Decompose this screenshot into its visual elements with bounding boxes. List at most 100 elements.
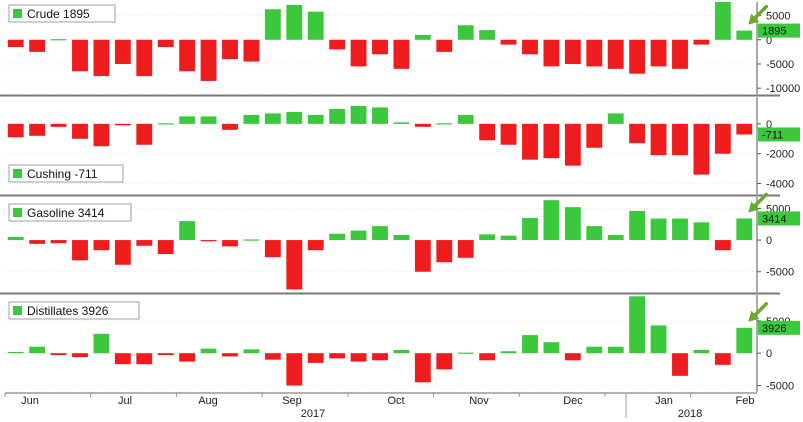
bar <box>179 221 196 241</box>
last-value-box <box>758 320 800 335</box>
bar <box>564 207 581 241</box>
bar <box>672 39 688 69</box>
legend-swatch <box>13 306 22 315</box>
y-tick-label: -5000 <box>766 267 794 279</box>
x-month-label: Feb <box>736 395 755 407</box>
bar <box>222 240 238 247</box>
x-month-label: Jul <box>118 395 132 407</box>
bar <box>607 235 624 241</box>
bar <box>7 236 24 241</box>
bar <box>522 335 538 354</box>
bar <box>243 39 260 62</box>
bar <box>586 226 603 241</box>
bar <box>72 39 88 72</box>
y-tick-label: 0 <box>766 119 772 131</box>
last-value-label: 3414 <box>762 213 786 225</box>
bar <box>586 123 603 148</box>
x-month-label: Sep <box>282 395 302 407</box>
bar <box>522 39 538 55</box>
bar <box>629 296 646 354</box>
bar <box>157 123 174 125</box>
bar <box>286 4 303 40</box>
y-tick-label: -2000 <box>766 149 794 161</box>
bar <box>650 218 667 241</box>
bar <box>586 39 603 67</box>
bar <box>329 233 346 241</box>
bar <box>157 240 174 254</box>
bar <box>222 123 238 130</box>
bar <box>736 218 753 241</box>
x-month-label: Oct <box>387 395 404 407</box>
legend-label: Cushing -711 <box>27 167 98 181</box>
bar <box>200 116 217 124</box>
bar <box>350 105 367 124</box>
panel-2: 0 -2000 -4000 -711 Cushing -711 <box>0 97 800 197</box>
x-month-label: Nov <box>469 395 489 407</box>
bar <box>607 39 624 69</box>
y-tick-label: -5000 <box>766 59 794 71</box>
pointer-arrowhead <box>748 201 760 213</box>
bar <box>672 353 688 376</box>
bar <box>672 123 688 156</box>
bar <box>93 123 110 147</box>
bar <box>286 240 303 290</box>
bar <box>264 240 281 258</box>
bar <box>457 114 474 124</box>
legend-label: Crude 1895 <box>27 7 90 21</box>
bar <box>372 107 388 124</box>
bar <box>50 240 67 244</box>
bar <box>693 39 710 45</box>
bar <box>564 39 581 64</box>
legend-box <box>8 164 124 183</box>
legend-label: Gasoline 3414 <box>27 206 105 220</box>
bar <box>329 39 346 50</box>
y-tick-label: -4000 <box>766 179 794 191</box>
x-year-label: 2017 <box>301 408 325 420</box>
bar <box>414 34 431 40</box>
y-tick-label: -5000 <box>766 381 794 393</box>
bar <box>136 123 153 145</box>
bar <box>350 39 367 67</box>
bar <box>350 230 367 241</box>
bar <box>607 113 624 124</box>
y-tick-label: 5000 <box>766 11 790 23</box>
bar <box>500 39 517 45</box>
bar <box>414 123 431 127</box>
bar <box>179 39 196 72</box>
bar <box>114 39 131 64</box>
last-value-box <box>758 127 800 142</box>
bar <box>136 353 153 365</box>
bar <box>50 123 67 127</box>
x-year-label: 2018 <box>678 408 702 420</box>
bar <box>329 108 346 124</box>
bar <box>629 39 646 74</box>
bar <box>479 123 496 141</box>
bar <box>93 39 110 77</box>
x-axis: Jun Jul Aug Sep Oct Nov Dec Jan Feb 2017 2018 <box>4 392 757 420</box>
bar <box>736 123 753 135</box>
bar <box>393 122 410 124</box>
bar <box>607 346 624 354</box>
bar <box>72 240 88 261</box>
bar <box>372 226 388 241</box>
x-month-label: Jan <box>655 395 673 407</box>
bar <box>350 353 367 362</box>
bar <box>457 240 474 258</box>
bar <box>243 239 260 241</box>
bar <box>672 218 688 241</box>
x-month-label: Dec <box>563 395 583 407</box>
bar <box>200 348 217 354</box>
bar <box>307 11 324 40</box>
bar <box>543 200 560 241</box>
last-value-label: -711 <box>762 129 783 141</box>
y-tick-label: -10000 <box>766 83 800 95</box>
bar <box>714 123 731 154</box>
legend-box <box>8 203 132 222</box>
bar <box>372 353 388 361</box>
bar <box>457 25 474 40</box>
bar <box>200 240 217 242</box>
bar <box>114 353 131 365</box>
